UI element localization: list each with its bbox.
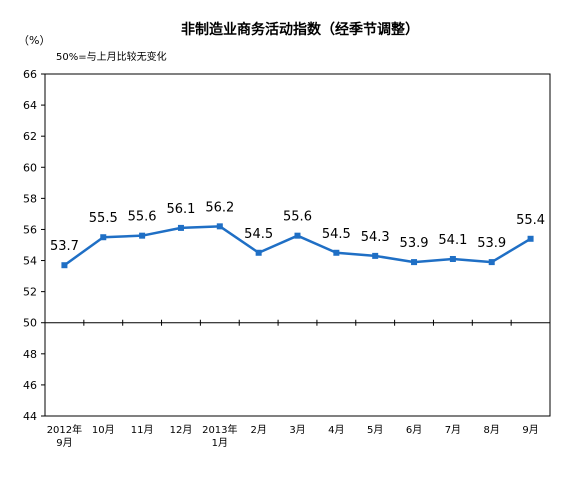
chart-title: 非制造业商务活动指数（经季节调整）	[181, 21, 419, 38]
x-tick-label: 2013年 1月	[202, 423, 237, 449]
data-label: 53.7	[50, 239, 79, 254]
x-tick-label: 10月	[92, 424, 115, 436]
data-point	[372, 252, 379, 259]
y-tick-label: 66	[23, 68, 37, 81]
y-tick-label: 58	[23, 192, 37, 205]
x-tick-label: 7月	[445, 424, 461, 436]
x-tick-label: 11月	[131, 424, 154, 436]
data-point	[294, 232, 301, 239]
data-point	[333, 249, 340, 256]
x-tick-label: 4月	[328, 424, 344, 436]
data-label: 54.5	[322, 227, 351, 242]
y-tick-label: 50	[23, 317, 37, 330]
data-point	[411, 259, 418, 266]
y-unit-label: （%）	[18, 34, 50, 47]
data-label: 56.1	[166, 202, 195, 217]
x-tick-label: 5月	[367, 424, 383, 436]
data-label: 54.1	[438, 233, 467, 248]
data-point	[139, 232, 146, 239]
x-tick-label: 2012年 9月	[47, 423, 82, 449]
x-tick-label: 8月	[484, 424, 500, 436]
x-tick-label: 12月	[170, 424, 193, 436]
y-tick-label: 56	[23, 223, 37, 236]
chart-note: 50%=与上月比较无变化	[56, 50, 167, 63]
y-tick-label: 46	[23, 379, 37, 392]
data-label: 54.5	[244, 227, 273, 242]
data-point	[177, 224, 184, 231]
series-layer: 53.7 55.5 55.6 56.1 56.2 54.5 55.6 54.5 54.3 53.9…	[50, 200, 545, 269]
y-tick-label: 62	[23, 130, 37, 143]
y-tick-label: 64	[23, 99, 37, 112]
data-point	[449, 255, 456, 262]
data-point	[527, 235, 534, 242]
y-tick-label: 54	[23, 255, 37, 268]
data-point	[255, 249, 262, 256]
data-label: 53.9	[477, 236, 506, 251]
x-axis-ticks: 2012年 9月 10月 11月 12月 2013年 1月 2月 3月 4月 5月 6月 7月 8月 9月	[44, 319, 551, 449]
y-tick-label: 60	[23, 161, 37, 174]
data-label: 55.4	[516, 213, 545, 228]
data-point	[216, 223, 223, 230]
data-label: 56.2	[205, 200, 234, 215]
data-label: 55.5	[89, 211, 118, 226]
y-tick-label: 48	[23, 348, 37, 361]
data-point	[100, 234, 107, 241]
x-tick-label: 2月	[250, 424, 266, 436]
data-point	[61, 262, 68, 269]
y-axis-ticks: 44 46 48 50 52 54 56 58 60 62 64 66	[23, 68, 45, 423]
data-label: 55.6	[283, 210, 312, 225]
y-tick-label: 44	[23, 410, 37, 423]
x-tick-label: 3月	[289, 424, 305, 436]
y-tick-label: 52	[23, 286, 37, 299]
x-tick-label: 6月	[406, 424, 422, 436]
data-label: 53.9	[400, 236, 429, 251]
x-tick-label: 9月	[522, 424, 538, 436]
data-label: 55.6	[128, 210, 157, 225]
data-label: 54.3	[361, 230, 390, 245]
plot-area-frame	[44, 73, 551, 417]
data-point	[488, 259, 495, 266]
